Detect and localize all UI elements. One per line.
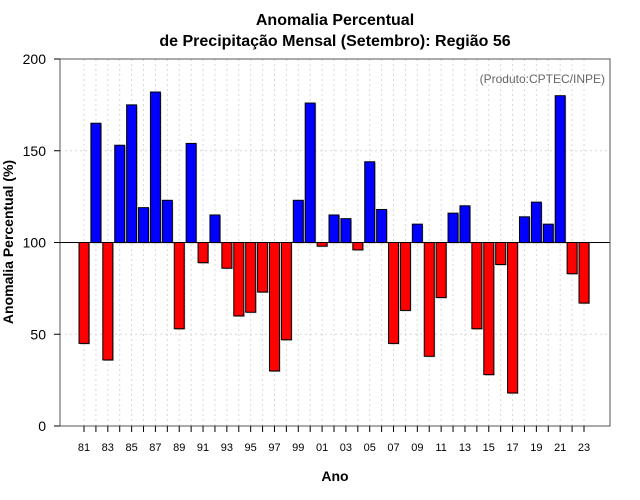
x-tick-label: 81: [78, 442, 90, 454]
bar-86: [138, 207, 150, 243]
bar-09: [411, 223, 423, 243]
x-tick-label: 97: [268, 442, 280, 454]
y-tick-label: 0: [38, 418, 46, 434]
chart-subtitle: de Precipitação Mensal (Setembro): Regiã…: [159, 33, 510, 50]
x-tick-label: 91: [197, 442, 209, 454]
y-tick-label: 200: [23, 51, 47, 67]
bar-15: [483, 242, 495, 376]
x-tick-label: 05: [364, 442, 376, 454]
bar-07: [388, 242, 400, 344]
y-axis-label: Anomalia Percentual (%): [0, 160, 16, 324]
bar-02: [328, 214, 340, 244]
x-tick-label: 09: [411, 442, 423, 454]
x-tick-label: 87: [149, 442, 161, 454]
bar-00: [304, 102, 316, 244]
credit-annotation: (Produto:CPTEC/INPE): [480, 72, 605, 86]
bar-95: [245, 242, 257, 313]
bar-97: [268, 242, 280, 372]
x-tick-label: 85: [125, 442, 137, 454]
bar-90: [185, 142, 197, 243]
x-tick-label: 03: [340, 442, 352, 454]
y-tick-label: 150: [23, 143, 47, 159]
x-tick-label: 21: [554, 442, 566, 454]
bar-81: [78, 242, 90, 344]
y-axis: 0 50 100 150 200: [23, 51, 60, 434]
bar-03: [340, 218, 352, 244]
bar-87: [149, 91, 161, 243]
bar-20: [542, 223, 554, 243]
x-tick-label: 07: [387, 442, 399, 454]
x-tick-label: 93: [221, 442, 233, 454]
bar-82: [90, 122, 102, 243]
bar-01: [316, 242, 328, 247]
bars: [78, 91, 590, 394]
chart-title: Anomalia Percentual: [256, 12, 414, 29]
bar-96: [257, 242, 269, 293]
x-tick-label: 19: [530, 442, 542, 454]
bar-05: [364, 161, 376, 243]
bar-94: [233, 242, 245, 317]
bar-91: [197, 242, 209, 264]
bar-04: [352, 242, 364, 251]
bar-14: [471, 242, 483, 330]
bar-21: [554, 95, 566, 243]
y-tick-label: 100: [23, 235, 47, 251]
bar-89: [173, 242, 185, 330]
bar-84: [114, 144, 126, 243]
bar-85: [126, 104, 138, 243]
bar-23: [578, 242, 590, 304]
y-tick-label: 50: [30, 326, 46, 342]
x-tick-label: 95: [245, 442, 257, 454]
bar-13: [459, 205, 471, 244]
bar-06: [376, 208, 388, 243]
x-axis-label: Ano: [321, 468, 348, 484]
bar-22: [566, 242, 578, 275]
x-tick-label: 89: [173, 442, 185, 454]
bar-93: [221, 242, 233, 269]
bar-16: [495, 242, 507, 266]
bar-17: [507, 242, 519, 394]
bar-19: [530, 201, 542, 244]
x-tick-label: 99: [292, 442, 304, 454]
x-tick-label: 13: [459, 442, 471, 454]
bar-11: [435, 242, 447, 299]
x-tick-label: 23: [578, 442, 590, 454]
bar-92: [209, 214, 221, 244]
bar-08: [399, 242, 411, 311]
x-axis: 81 83 85 87 89 91 93 95 97 99 01 03 05 07 09 11 13 15 17 19…: [78, 426, 590, 454]
x-tick-label: 01: [316, 442, 328, 454]
x-tick-label: 11: [435, 442, 446, 454]
bar-83: [102, 242, 114, 361]
bar-99: [292, 199, 304, 243]
x-tick-label: 83: [102, 442, 114, 454]
x-tick-label: 17: [506, 442, 518, 454]
x-tick-label: 15: [483, 442, 495, 454]
bar-10: [423, 242, 435, 357]
bar-98: [280, 242, 292, 341]
bar-18: [518, 216, 530, 243]
bar-12: [447, 212, 459, 243]
bar-88: [161, 199, 173, 243]
